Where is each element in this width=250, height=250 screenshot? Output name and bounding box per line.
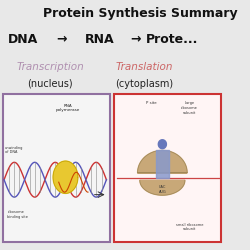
Text: →: → xyxy=(130,33,141,46)
Text: (nucleus): (nucleus) xyxy=(27,79,73,89)
Polygon shape xyxy=(53,161,78,194)
Polygon shape xyxy=(138,150,187,173)
Polygon shape xyxy=(140,180,185,195)
Polygon shape xyxy=(158,140,166,149)
Text: P site: P site xyxy=(146,102,156,105)
Text: RNA: RNA xyxy=(85,33,114,46)
Text: Protein Synthesis Summary: Protein Synthesis Summary xyxy=(43,7,237,20)
Text: Prote...: Prote... xyxy=(146,33,198,46)
Text: UAC
AUG: UAC AUG xyxy=(158,185,166,194)
Text: (cytoplasm): (cytoplasm) xyxy=(116,79,174,89)
Polygon shape xyxy=(156,150,169,178)
Text: RNA
polymerase: RNA polymerase xyxy=(56,104,80,112)
Text: DNA: DNA xyxy=(8,33,38,46)
Bar xyxy=(3,94,110,242)
Text: unwinding
of DNA: unwinding of DNA xyxy=(5,146,24,154)
Bar xyxy=(114,94,221,242)
Text: Large
ribosome
subunit: Large ribosome subunit xyxy=(181,102,198,114)
Text: →: → xyxy=(56,33,67,46)
Text: small ribosome
subunit: small ribosome subunit xyxy=(176,223,203,231)
Text: Transcription: Transcription xyxy=(16,62,84,72)
Text: ribosome
binding site: ribosome binding site xyxy=(8,210,28,219)
Text: Translation: Translation xyxy=(116,62,173,72)
